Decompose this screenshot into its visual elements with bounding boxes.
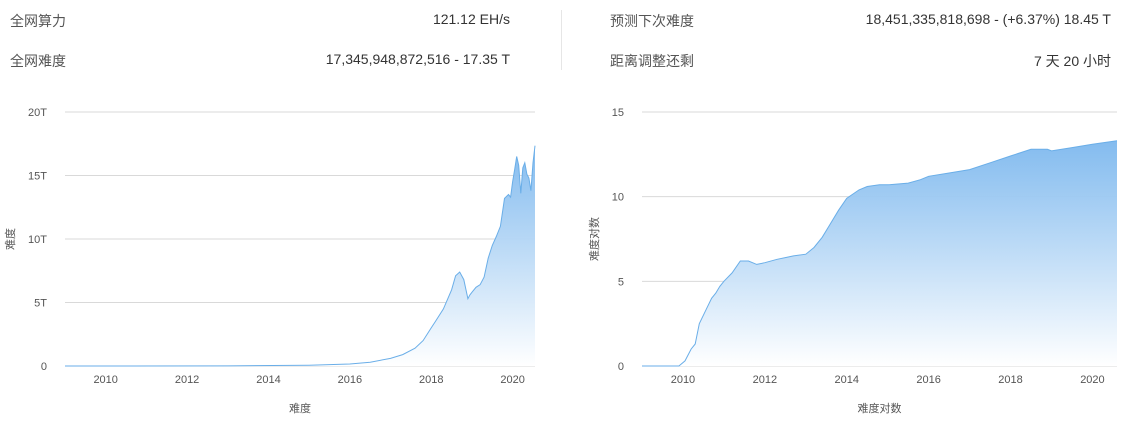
- y-tick-label: 20T: [28, 107, 47, 119]
- x-tick-label: 2010: [671, 374, 695, 386]
- stat-difficulty: 全网难度 17,345,948,872,516 - 17.35 T: [0, 40, 540, 80]
- stat-time-remaining-value: 7 天 20 小时: [1033, 53, 1111, 69]
- y-tick-label: 10T: [28, 234, 47, 246]
- stat-time-remaining-label: 距离调整还剩: [610, 53, 694, 69]
- x-tick-label: 2016: [916, 374, 940, 386]
- stat-difficulty-value: 17,345,948,872,516 - 17.35 T: [325, 51, 510, 67]
- series-area: [642, 140, 1117, 366]
- stat-hashrate-label: 全网算力: [10, 13, 66, 29]
- stat-next-difficulty-value: 18,451,335,818,698 - (+6.37%) 18.45 T: [865, 11, 1111, 27]
- x-tick-label: 2016: [338, 374, 362, 386]
- y-tick-label: 15T: [28, 171, 47, 183]
- series-area: [65, 145, 535, 366]
- x-tick-label: 2012: [753, 374, 777, 386]
- y-tick-label: 0: [41, 361, 47, 373]
- x-tick-label: 2020: [1080, 374, 1104, 386]
- x-tick-label: 2014: [256, 374, 280, 386]
- y-tick-label: 5T: [34, 298, 47, 310]
- x-tick-label: 2018: [419, 374, 443, 386]
- x-axis-label: 难度: [289, 401, 311, 415]
- stats-divider: [561, 10, 562, 70]
- x-tick-label: 2010: [93, 374, 117, 386]
- stat-next-difficulty: 预测下次难度 18,451,335,818,698 - (+6.37%) 18.…: [590, 0, 1127, 40]
- series-line: [642, 140, 1118, 367]
- stats-left-panel: 全网算力 121.12 EH/s 全网难度 17,345,948,872,516…: [0, 0, 540, 70]
- stats-right-panel: 预测下次难度 18,451,335,818,698 - (+6.37%) 18.…: [590, 0, 1127, 70]
- x-tick-label: 2018: [998, 374, 1022, 386]
- y-tick-label: 15: [612, 107, 624, 119]
- stat-time-remaining: 距离调整还剩 7 天 20 小时: [590, 40, 1127, 80]
- y-axis-label: 难度: [3, 228, 17, 250]
- stat-next-difficulty-label: 预测下次难度: [610, 13, 694, 29]
- y-tick-label: 0: [618, 361, 624, 373]
- x-tick-label: 2020: [500, 374, 524, 386]
- series-line: [64, 145, 536, 367]
- stat-difficulty-label: 全网难度: [10, 53, 66, 69]
- y-tick-label: 5: [618, 276, 624, 288]
- x-tick-label: 2014: [834, 374, 858, 386]
- stat-hashrate: 全网算力 121.12 EH/s: [0, 0, 540, 40]
- stat-hashrate-value: 121.12 EH/s: [432, 11, 510, 27]
- y-tick-label: 10: [612, 192, 624, 204]
- x-tick-label: 2012: [175, 374, 199, 386]
- x-axis-label: 难度对数: [858, 401, 902, 415]
- y-axis-label: 难度对数: [587, 217, 601, 261]
